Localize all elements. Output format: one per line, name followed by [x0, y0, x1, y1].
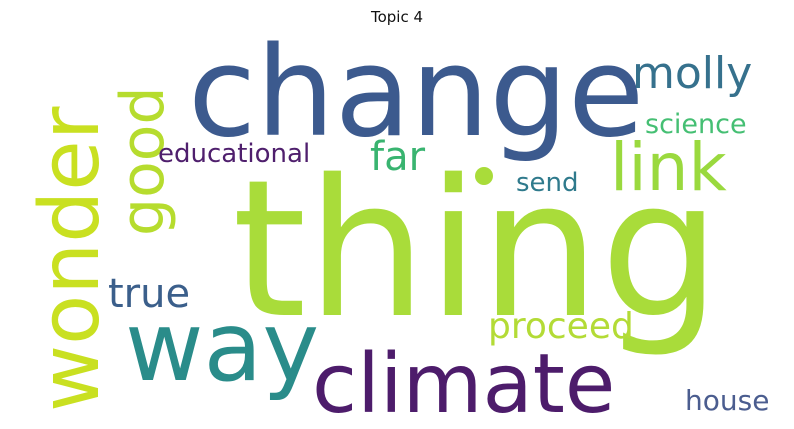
word-educational: educational	[158, 139, 310, 169]
word-wonder: wonder	[23, 106, 118, 412]
word-link: link	[610, 129, 728, 206]
word-climate: climate	[312, 337, 615, 429]
word-change: change	[188, 21, 644, 165]
word-molly: molly	[632, 48, 752, 99]
word-true: true	[108, 271, 190, 317]
word-send: send	[516, 168, 579, 198]
word-far: far	[370, 134, 426, 180]
word-way: way	[125, 291, 319, 403]
decorative-dot	[475, 167, 493, 185]
word-house: house	[685, 384, 769, 417]
figure-title: Topic 4	[370, 8, 424, 26]
word-science: science	[645, 109, 747, 140]
word-proceed: proceed	[488, 306, 634, 347]
word-good: good	[108, 86, 178, 236]
